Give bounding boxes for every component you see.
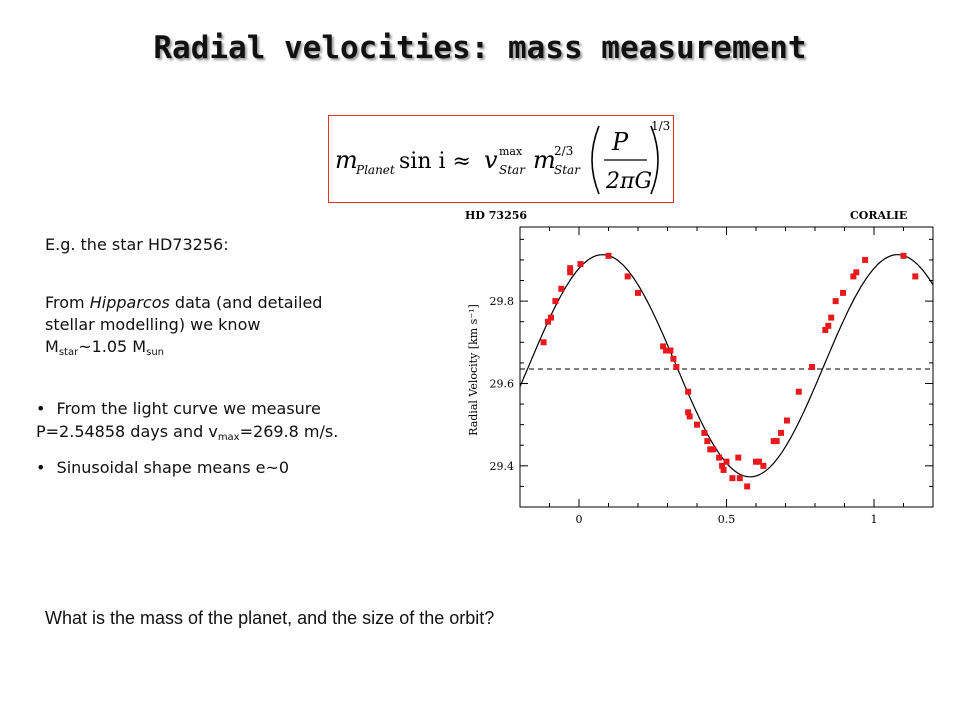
data-point [735, 454, 742, 461]
data-point [862, 256, 869, 263]
data-point [547, 314, 554, 321]
model-curve [519, 254, 934, 478]
data-point [624, 273, 631, 280]
data-point [853, 269, 860, 276]
chart-plot-area: 0 0.5 1 29.4 29.6 29.8 [490, 226, 934, 526]
mass-formula: m Planet sin i ≈ v Star max m Star 2/3 P… [335, 119, 670, 195]
hipparcos-paragraph: From Hipparcos data (and detailed stella… [45, 292, 322, 364]
data-point [577, 261, 584, 268]
mass-m1: M [45, 337, 59, 356]
y-tick-label: 29.6 [490, 377, 515, 390]
data-point [760, 462, 767, 469]
data-point [663, 347, 670, 354]
slide-title: Radial velocities: mass measurement [153, 30, 807, 66]
data-point [716, 454, 723, 461]
data-point [783, 417, 790, 424]
mass-sub-sun: sun [146, 347, 164, 358]
data-point [719, 462, 726, 469]
data-point [685, 409, 692, 416]
data-point [825, 322, 832, 329]
data-point [701, 429, 708, 436]
data-point [545, 318, 552, 325]
data-point [558, 285, 565, 292]
data-point [723, 458, 730, 465]
mass-formula-box: m Planet sin i ≈ v Star max m Star 2/3 P… [328, 115, 674, 203]
y-tick-label: 29.8 [490, 295, 515, 308]
hipparcos-italic: Hipparcos [89, 293, 170, 312]
formula-v-sup: max [499, 145, 523, 158]
x-tick-label: 0 [576, 513, 583, 526]
chart-ylabel: Radial Velocity [km s⁻¹] [467, 304, 480, 436]
chart-instrument-label: CORALIE [850, 209, 907, 222]
data-point [850, 273, 857, 280]
data-point [840, 289, 847, 296]
radial-velocity-chart: HD 73256 CORALIE Radial Velocity [km s⁻¹… [465, 209, 934, 526]
data-point [809, 364, 816, 370]
data-point [778, 429, 785, 436]
bullet-light-curve-line2: P=2.54858 days and vmax=269.8 m/s. [36, 421, 338, 449]
formula-m-planet: m [335, 146, 358, 174]
hipparcos-post: data (and detailed [169, 293, 323, 312]
data-point [736, 475, 743, 482]
bullet2-text: Sinusoidal shape means e~0 [56, 458, 290, 477]
data-point [540, 339, 547, 346]
formula-denominator: 2πG [605, 169, 652, 194]
data-point [704, 438, 711, 445]
formula-left-paren [591, 125, 600, 195]
mass-sub-star: star [58, 347, 79, 358]
data-point [900, 252, 907, 259]
formula-planet-sub: Planet [355, 163, 395, 177]
formula-exponent: 1/3 [651, 119, 670, 133]
data-point [744, 483, 751, 490]
formula-sin-i: sin i ≈ [399, 149, 471, 174]
data-point [755, 458, 762, 465]
data-point [822, 326, 829, 333]
data-point [567, 269, 574, 276]
bullet-sinusoidal: Sinusoidal shape means e~0 [36, 457, 290, 479]
data-point [567, 265, 574, 272]
x-tick-label: 0.5 [718, 513, 736, 526]
data-point [686, 413, 693, 420]
data-point [552, 298, 559, 305]
data-point [729, 475, 736, 482]
mass-mid: ~1.05 M [78, 337, 147, 356]
data-point [635, 289, 641, 296]
data-point [660, 343, 667, 350]
data-point [828, 314, 835, 321]
formula-v-star: v [484, 146, 498, 174]
data-point [795, 388, 802, 395]
example-star-text: E.g. the star HD73256: [45, 235, 229, 254]
chart-title: HD 73256 [465, 209, 527, 222]
hipparcos-pre: From [45, 293, 90, 312]
data-point [694, 421, 700, 428]
data-point [667, 347, 674, 354]
bullet1-line2a: P=2.54858 days and v [36, 422, 218, 441]
formula-m-sup: 2/3 [554, 144, 573, 158]
data-point [832, 298, 839, 305]
x-tick-label: 1 [871, 513, 878, 526]
formula-m-sub: Star [554, 163, 581, 177]
bullet1-line1: From the light curve we measure [56, 399, 321, 418]
formula-numerator: P [611, 128, 629, 156]
hipparcos-line2: stellar modelling) we know [45, 315, 261, 334]
bullet1-line2b: =269.8 m/s. [239, 422, 339, 441]
data-point [670, 355, 677, 362]
data-point [673, 364, 680, 370]
y-tick-label: 29.4 [490, 460, 515, 473]
chart-frame [519, 226, 934, 508]
question-text: What is the mass of the planet, and the … [45, 608, 495, 628]
formula-v-sub: Star [499, 163, 526, 177]
data-point [685, 388, 692, 395]
bullet1-sub-max: max [217, 432, 240, 443]
data-point [720, 466, 727, 473]
data-point [912, 273, 919, 280]
bullet-light-curve: From the light curve we measure [36, 398, 321, 420]
formula-right-paren [650, 125, 659, 195]
data-point [710, 446, 717, 453]
formula-m-star: m [533, 146, 556, 174]
data-point [773, 438, 780, 445]
data-point [605, 252, 612, 259]
